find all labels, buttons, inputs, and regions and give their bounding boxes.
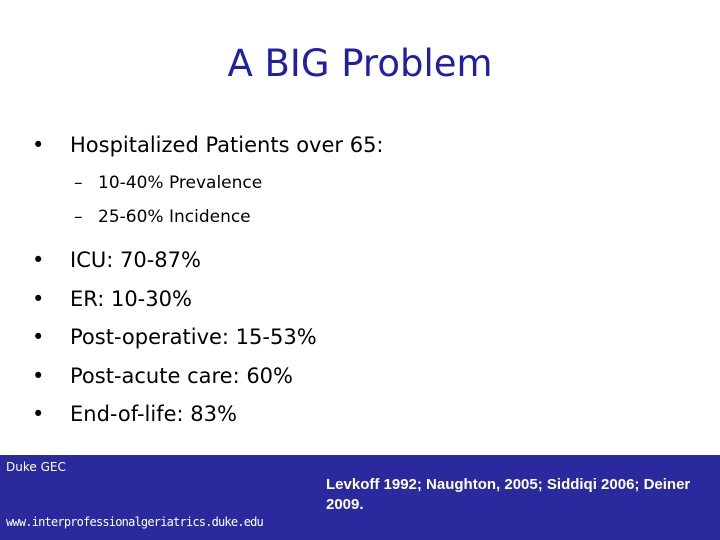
sub-bullet: –10-40% Prevalence	[74, 173, 263, 193]
bullet-text: Post-operative: 15-53%	[70, 325, 317, 349]
sub-bullet-text: 25-60% Incidence	[98, 207, 251, 227]
footer: Duke GEC www.interprofessionalgeriatrics…	[0, 455, 720, 540]
sub-bullet-text: 10-40% Prevalence	[98, 173, 263, 193]
bullet: • Hospitalized Patients over 65:	[32, 133, 384, 157]
bullet: • ICU: 70-87%	[32, 248, 201, 272]
bullet-text: Hospitalized Patients over 65:	[70, 133, 384, 157]
title: A BIG Problem	[227, 42, 493, 85]
bullet: • Post-acute care: 60%	[32, 363, 294, 388]
sub-bullet: –25-60% Incidence	[74, 207, 251, 227]
bullet-text: End-of-life: 83%	[70, 402, 237, 426]
footer-org: Duke GEC	[6, 460, 66, 474]
bullet-text: ER: 10-30%	[70, 286, 192, 311]
bullet: • ER: 10-30%	[32, 286, 192, 311]
bullet-text: Post-acute care: 60%	[70, 363, 294, 388]
footer-citation: Levkoff 1992; Naughton, 2005; Siddiqi 20…	[326, 476, 691, 513]
footer-url: www.interprofessionalgeriatrics.duke.edu	[6, 515, 264, 529]
bullet: • Post-operative: 15-53%	[32, 325, 317, 349]
bullet-text: ICU: 70-87%	[70, 248, 201, 272]
bullet: • End-of-life: 83%	[32, 402, 237, 426]
